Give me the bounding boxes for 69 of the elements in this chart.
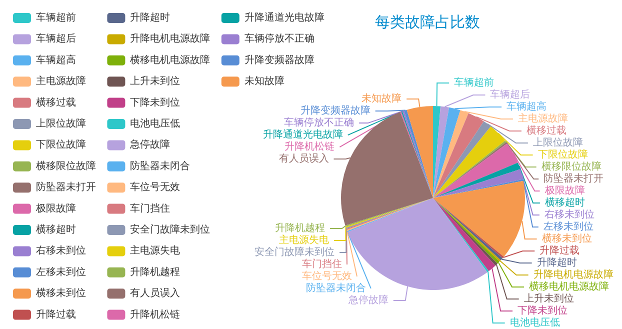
legend-label: 电池电压低 [130, 118, 180, 130]
slice-label: 未知故障 [362, 92, 402, 105]
slice-label: 急停故障 [347, 294, 388, 306]
legend-label: 升降通道光电故障 [244, 12, 324, 24]
slice-label: 升降通道光电故障 [262, 128, 343, 141]
slice-label: 横移过载 [526, 124, 566, 136]
slice-label: 主电源失电 [278, 234, 329, 246]
slice-label: 升降电机电源故障 [533, 268, 614, 280]
legend-label: 防坠器未打开 [36, 181, 96, 194]
slice-label: 车门挡住 [302, 258, 342, 270]
legend-label: 上限位故障 [36, 118, 86, 130]
legend-label: 升降机松链 [130, 308, 180, 320]
slice-label: 横移电机电源故障 [529, 280, 610, 292]
slice-label: 升降超时 [536, 256, 577, 268]
slice-label: 车辆超前 [454, 76, 494, 88]
legend-label: 极限故障 [35, 202, 76, 214]
legend-label: 车辆超后 [36, 32, 76, 45]
legend-label: 升降超时 [130, 12, 170, 24]
legend-label: 防坠器未闭合 [130, 160, 190, 172]
legend-label: 车位号无效 [130, 181, 180, 194]
legend-label: 安全门故障未到位 [130, 224, 210, 236]
legend-label: 升降变频器故障 [244, 54, 314, 66]
legend-label: 车门挡住 [130, 202, 170, 214]
slice-label: 电池电压低 [510, 316, 560, 328]
slice-label: 车位号无效 [302, 270, 352, 282]
legend-label: 下降未到位 [130, 96, 180, 108]
slice-label: 右移未到位 [544, 208, 594, 220]
slice-label: 上升未到位 [524, 292, 574, 304]
legend-label: 主电源失电 [130, 244, 180, 257]
slice-label: 车辆超高 [506, 100, 547, 112]
slice-label: 升降机越程 [275, 222, 326, 234]
legend-label: 急停故障 [129, 138, 170, 151]
legend-label: 未知故障 [244, 75, 284, 88]
slice-label: 车辆超后 [490, 88, 530, 100]
legend-label: 横移过载 [36, 96, 76, 108]
slice-label: 防坠器未打开 [544, 172, 604, 184]
slice-label: 下降未到位 [518, 304, 568, 316]
slice-label: 左移未到位 [543, 220, 594, 232]
slice-label: 安全门故障未到位 [254, 246, 335, 258]
legend-label: 上升未到位 [130, 75, 180, 88]
slice-label: 防坠器未闭合 [306, 282, 366, 294]
slice-label: 升降变频器故障 [300, 104, 370, 117]
slice-label: 横移未到位 [542, 232, 592, 244]
slice-label: 横移限位故障 [541, 160, 602, 172]
slice-label: 极限故障 [544, 184, 585, 196]
chart-title: 每类故障占比数 [375, 14, 480, 31]
legend-label: 横移超时 [36, 224, 76, 236]
slice-label: 升降过载 [540, 244, 580, 256]
slice-label: 升降机松链 [284, 140, 335, 153]
slice-label: 有人员误入 [278, 152, 329, 165]
slice-label: 横移超时 [544, 196, 585, 208]
legend-label: 下限位故障 [36, 138, 86, 151]
legend-label: 车辆超高 [36, 54, 76, 66]
legend-label: 升降过载 [36, 308, 76, 320]
legend-label: 升降电机电源故障 [130, 32, 210, 45]
legend-label: 有人员误入 [130, 287, 180, 300]
legend-label: 升降机越程 [130, 266, 180, 278]
slice-label: 车辆停放不正确 [284, 116, 354, 129]
slice-label: 主电源故障 [518, 112, 568, 124]
legend-label: 右移未到位 [36, 244, 86, 257]
legend-label: 车辆停放不正确 [244, 32, 314, 45]
legend-label: 主电源故障 [36, 75, 86, 88]
legend-label: 左移未到位 [36, 266, 86, 278]
slice-label: 下限位故障 [538, 148, 588, 160]
legend-label: 车辆超前 [36, 12, 76, 24]
legend-label: 横移电机电源故障 [130, 54, 210, 66]
legend-label: 横移限位故障 [36, 160, 96, 172]
slice-label: 上限位故障 [532, 136, 583, 148]
legend-label: 横移未到位 [36, 287, 86, 300]
